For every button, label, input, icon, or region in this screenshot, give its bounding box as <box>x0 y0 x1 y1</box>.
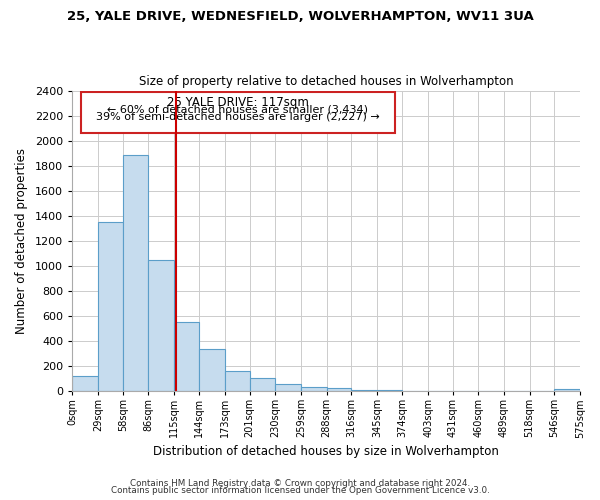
Text: ← 60% of detached houses are smaller (3,434): ← 60% of detached houses are smaller (3,… <box>107 105 368 115</box>
Bar <box>148 260 174 391</box>
Bar <box>98 222 124 391</box>
Bar <box>174 322 199 391</box>
Bar <box>377 390 403 391</box>
Bar <box>72 376 98 391</box>
Bar <box>250 378 275 391</box>
Title: Size of property relative to detached houses in Wolverhampton: Size of property relative to detached ho… <box>139 76 514 88</box>
Bar <box>225 371 250 391</box>
Bar <box>275 384 301 391</box>
Bar <box>124 155 148 391</box>
Text: Contains public sector information licensed under the Open Government Licence v3: Contains public sector information licen… <box>110 486 490 495</box>
Bar <box>351 390 377 391</box>
Bar <box>199 349 225 391</box>
Bar <box>554 389 580 391</box>
Y-axis label: Number of detached properties: Number of detached properties <box>15 148 28 334</box>
Text: 25, YALE DRIVE, WEDNESFIELD, WOLVERHAMPTON, WV11 3UA: 25, YALE DRIVE, WEDNESFIELD, WOLVERHAMPT… <box>67 10 533 23</box>
Text: 39% of semi-detached houses are larger (2,227) →: 39% of semi-detached houses are larger (… <box>96 112 380 122</box>
Text: Contains HM Land Registry data © Crown copyright and database right 2024.: Contains HM Land Registry data © Crown c… <box>130 478 470 488</box>
X-axis label: Distribution of detached houses by size in Wolverhampton: Distribution of detached houses by size … <box>153 444 499 458</box>
Bar <box>326 388 351 391</box>
Bar <box>81 92 395 133</box>
Bar <box>301 386 326 391</box>
Text: 25 YALE DRIVE: 117sqm: 25 YALE DRIVE: 117sqm <box>167 96 309 109</box>
